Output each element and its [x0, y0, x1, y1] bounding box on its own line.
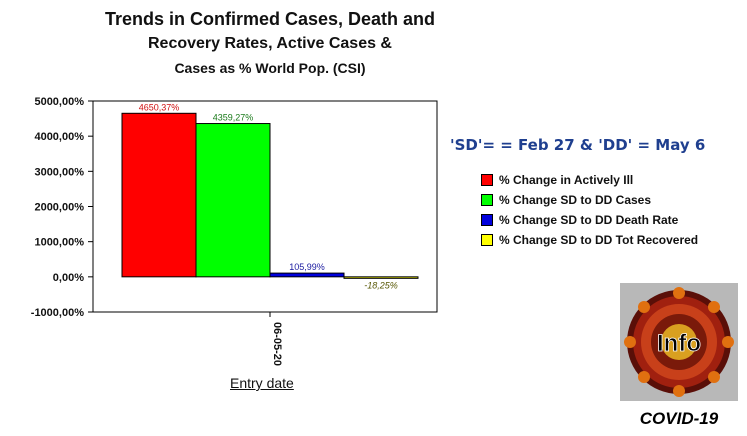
- legend-label: % Change SD to DD Tot Recovered: [499, 233, 699, 247]
- legend-item-death-rate: % Change SD to DD Death Rate: [481, 210, 698, 230]
- plot-area-frame: [92, 100, 438, 313]
- y-tick-label: -1000,00%: [31, 307, 84, 319]
- legend-label: % Change in Actively Ill: [499, 173, 634, 187]
- y-tick-label: 2000,00%: [34, 202, 84, 214]
- bar-series-1: [121, 112, 197, 278]
- bar-series-2: [195, 123, 271, 278]
- y-tick-label: 1000,00%: [34, 237, 84, 249]
- bar-data-label: 4650,37%: [139, 102, 180, 112]
- chart-title-line-1: Trends in Confirmed Cases, Death and: [104, 9, 436, 29]
- legend-item-actively-ill: % Change in Actively Ill: [481, 170, 698, 190]
- bar-data-label: -18,25%: [364, 280, 398, 290]
- legend-item-cases: % Change SD to DD Cases: [481, 190, 698, 210]
- x-axis-ticks: 06-05-20: [269, 312, 283, 366]
- logo-text: Info: [657, 330, 701, 357]
- date-range-note: 'SD'= = Feb 27 & 'DD' = May 6: [450, 136, 706, 154]
- legend-swatch-red: [481, 174, 493, 186]
- bars: 4650,37% 4359,27% 105,99% -18,25%: [121, 102, 419, 290]
- x-axis-label: Entry date: [230, 375, 294, 391]
- y-tick-label: 3000,00%: [34, 166, 84, 178]
- y-tick-label: 5000,00%: [34, 96, 84, 108]
- covid-virus-logo-icon: Info: [620, 283, 738, 401]
- logo-caption: COVID-19: [639, 409, 719, 428]
- chart-title-line-3: Cases as % World Pop. (CSI): [174, 60, 366, 76]
- y-axis-ticks: 5000,00% 4000,00% 3000,00% 2000,00% 1000,00%…: [31, 96, 93, 319]
- bar-data-label: 105,99%: [289, 262, 325, 272]
- bar-data-label: 4359,27%: [213, 113, 254, 123]
- y-tick-label: 0,00%: [53, 272, 84, 284]
- legend-item-tot-recovered: % Change SD to DD Tot Recovered: [481, 230, 698, 250]
- y-tick-label: 4000,00%: [34, 131, 84, 143]
- chart-title-line-2: Recovery Rates, Active Cases &: [148, 35, 392, 52]
- legend-swatch-green: [481, 194, 493, 206]
- legend-label: % Change SD to DD Death Rate: [499, 213, 679, 227]
- bar-series-3: [269, 272, 345, 278]
- x-tick-label: 06-05-20: [271, 322, 283, 366]
- legend-swatch-yellow: [481, 234, 493, 246]
- bar-series-4: [343, 276, 419, 279]
- legend-swatch-blue: [481, 214, 493, 226]
- legend: % Change in Actively Ill % Change SD to …: [481, 170, 698, 250]
- legend-label: % Change SD to DD Cases: [499, 193, 652, 207]
